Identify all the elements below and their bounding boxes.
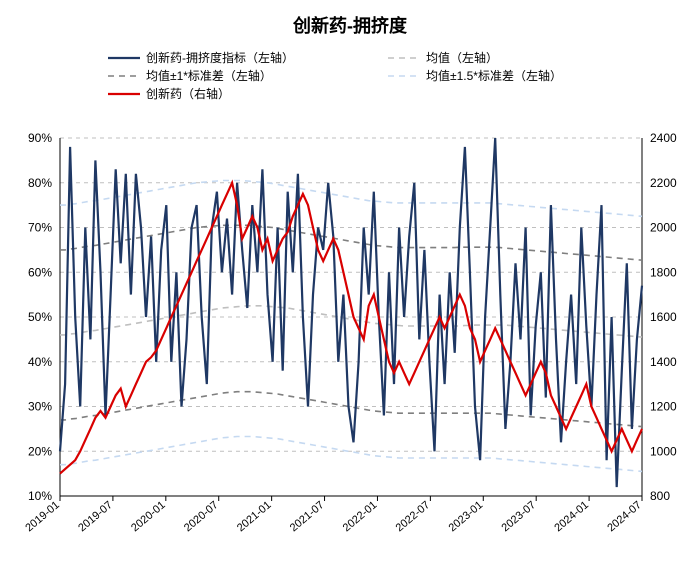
- series-line: [60, 225, 642, 260]
- svg-text:2022-01: 2022-01: [341, 499, 380, 534]
- legend-label: 创新药（右轴）: [146, 86, 230, 101]
- svg-text:1400: 1400: [650, 355, 677, 369]
- svg-text:50%: 50%: [28, 310, 52, 324]
- svg-text:2020-07: 2020-07: [182, 499, 221, 534]
- svg-text:800: 800: [650, 489, 670, 503]
- svg-text:2019-01: 2019-01: [23, 499, 62, 534]
- series-line: [60, 138, 642, 487]
- svg-text:90%: 90%: [28, 131, 52, 145]
- svg-text:70%: 70%: [28, 221, 52, 235]
- legend-label: 创新药-拥挤度指标（左轴）: [146, 50, 294, 65]
- svg-text:2024-07: 2024-07: [605, 499, 644, 534]
- series-line: [60, 181, 642, 217]
- svg-text:30%: 30%: [28, 400, 52, 414]
- svg-text:1800: 1800: [650, 265, 677, 279]
- svg-text:1200: 1200: [650, 400, 677, 414]
- chart-title: 创新药-拥挤度: [0, 0, 700, 38]
- svg-text:10%: 10%: [28, 489, 52, 503]
- svg-text:2200: 2200: [650, 176, 677, 190]
- line-chart: 10% 20% 30% 40% 50% 60% 70% 80% 90% 800 1000 1200 14…: [0, 38, 700, 566]
- svg-text:1600: 1600: [650, 310, 677, 324]
- svg-text:2024-01: 2024-01: [552, 499, 591, 534]
- svg-text:2022-07: 2022-07: [394, 499, 433, 534]
- series-line: [60, 437, 642, 472]
- chart-container: 创新药-拥挤度 10% 20% 30% 40% 50% 60% 70% 80% 90% 800 10…: [0, 0, 700, 558]
- svg-text:20%: 20%: [28, 444, 52, 458]
- legend-label: 均值±1*标准差（左轴）: [146, 68, 272, 83]
- svg-text:2021-07: 2021-07: [288, 499, 327, 534]
- svg-text:2023-07: 2023-07: [499, 499, 538, 534]
- svg-text:2021-01: 2021-01: [235, 499, 274, 534]
- svg-text:40%: 40%: [28, 355, 52, 369]
- svg-text:60%: 60%: [28, 265, 52, 279]
- svg-text:2400: 2400: [650, 131, 677, 145]
- svg-text:2020-01: 2020-01: [129, 499, 168, 534]
- svg-text:1000: 1000: [650, 444, 677, 458]
- svg-text:2019-07: 2019-07: [76, 499, 115, 534]
- svg-text:2000: 2000: [650, 221, 677, 235]
- legend-label: 均值±1.5*标准差（左轴）: [426, 68, 562, 83]
- legend-label: 均值（左轴）: [426, 50, 498, 65]
- svg-text:2023-01: 2023-01: [447, 499, 486, 534]
- svg-text:80%: 80%: [28, 176, 52, 190]
